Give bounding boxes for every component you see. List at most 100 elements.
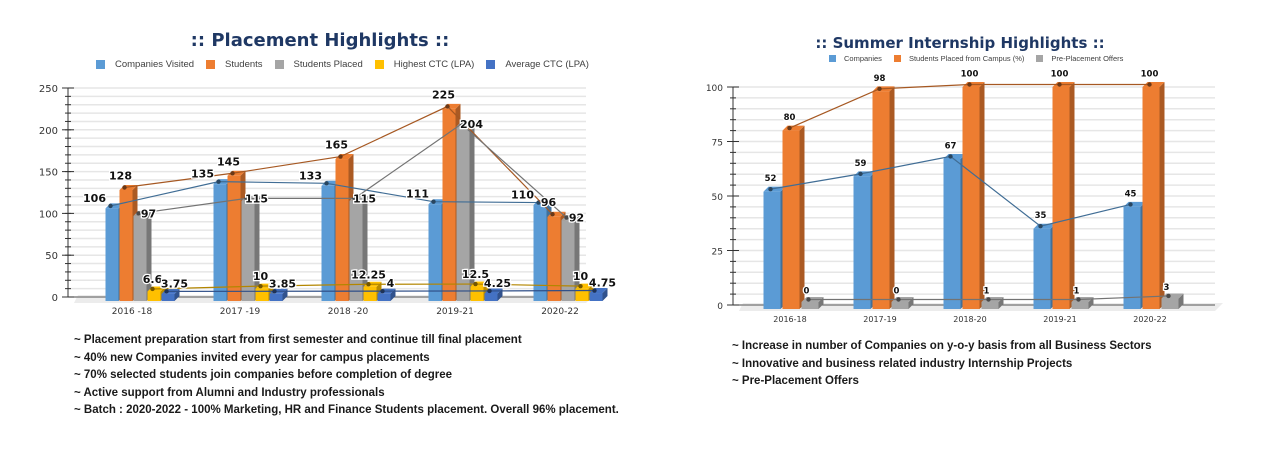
bullet-item: ~ Pre-Placement Offers bbox=[732, 375, 859, 387]
bar-side bbox=[497, 288, 503, 301]
bar bbox=[1052, 87, 1070, 309]
legend-item-students: Students bbox=[206, 59, 263, 70]
series-marker bbox=[459, 121, 464, 127]
data-label: 12.25 bbox=[351, 268, 386, 281]
data-label: 67 bbox=[945, 141, 957, 151]
x-tick-label: 2019-21 bbox=[436, 307, 474, 317]
data-label: 4.75 bbox=[589, 277, 616, 290]
placement-chart-title: :: Placement Highlights :: bbox=[190, 30, 450, 51]
bar bbox=[456, 126, 470, 302]
series-marker bbox=[948, 154, 953, 159]
series-marker bbox=[1057, 82, 1062, 87]
y-tick-label: 100 bbox=[706, 84, 723, 94]
series-marker bbox=[858, 171, 863, 177]
y-tick-label: 100 bbox=[39, 209, 58, 220]
data-label: 3.75 bbox=[161, 277, 188, 290]
bar bbox=[943, 158, 961, 309]
legend-label: Companies Visited bbox=[115, 59, 195, 70]
legend-item-highest-ctc: Highest CTC (LPA) bbox=[374, 59, 475, 70]
data-label: 128 bbox=[109, 169, 132, 182]
legend-swatch bbox=[486, 60, 496, 69]
data-label: 12.5 bbox=[462, 268, 489, 281]
bullet-item: ~ Placement preparation start from first… bbox=[74, 334, 522, 346]
y-tick-label: 50 bbox=[712, 193, 724, 203]
bullet-item: ~ Innovative and business related indust… bbox=[732, 357, 1073, 370]
series-marker bbox=[352, 196, 357, 201]
bar bbox=[227, 175, 241, 301]
x-tick-label: 2018 -20 bbox=[328, 307, 369, 317]
data-label: 115 bbox=[353, 192, 376, 205]
x-tick-label: 2017 -19 bbox=[220, 307, 261, 317]
data-label: 80 bbox=[784, 113, 796, 123]
bar bbox=[1161, 298, 1179, 309]
bar bbox=[1071, 302, 1089, 309]
data-label: 165 bbox=[325, 139, 348, 152]
series-marker bbox=[1076, 297, 1081, 302]
data-label: 110 bbox=[511, 189, 534, 202]
bar-side bbox=[1178, 293, 1184, 309]
bar bbox=[147, 291, 161, 301]
legend-item-students-placed-campus: Students Placed from Campus (%) bbox=[893, 54, 1024, 63]
series-marker bbox=[1128, 202, 1133, 207]
legend-swatch bbox=[829, 55, 836, 62]
series-marker bbox=[136, 211, 141, 216]
series-marker bbox=[1166, 293, 1171, 299]
data-label: 35 bbox=[1035, 211, 1047, 221]
series-marker bbox=[1038, 224, 1043, 229]
series-marker bbox=[787, 125, 792, 131]
data-label: 133 bbox=[299, 169, 322, 182]
data-label: 45 bbox=[1125, 189, 1137, 199]
bar bbox=[377, 293, 391, 301]
series-marker bbox=[122, 185, 127, 190]
data-label: 96 bbox=[541, 196, 557, 209]
bar bbox=[589, 293, 603, 301]
series-marker bbox=[896, 297, 901, 302]
legend-label: Students Placed bbox=[293, 59, 363, 70]
bar bbox=[962, 87, 980, 309]
series-marker bbox=[272, 289, 277, 294]
series-marker bbox=[986, 297, 991, 302]
internship-bullets: ~ Increase in number of Companies on y-o… bbox=[732, 338, 1152, 391]
placement-legend: Companies Visited Students Students Plac… bbox=[96, 59, 589, 70]
bar-side bbox=[1088, 297, 1094, 309]
data-label: 10 bbox=[573, 270, 589, 283]
y-tick-label: 150 bbox=[39, 168, 58, 179]
bullet-item: ~ Batch : 2020-2022 - 100% Marketing, HR… bbox=[74, 404, 619, 416]
series-marker bbox=[768, 186, 773, 192]
legend-item-ppo: Pre-Placement Offers bbox=[1036, 54, 1123, 63]
bar-side bbox=[390, 288, 396, 301]
bar-side bbox=[1159, 82, 1165, 309]
bullet-item: ~ Increase in number of Companies on y-o… bbox=[732, 340, 1152, 352]
data-label: 98 bbox=[874, 74, 886, 84]
bar-side bbox=[254, 195, 260, 301]
data-label: 52 bbox=[765, 174, 777, 184]
series-marker bbox=[108, 203, 113, 209]
x-tick-label: 2019-21 bbox=[1043, 315, 1076, 324]
placement-bullets: ~ Placement preparation start from first… bbox=[74, 332, 619, 420]
x-tick-label: 2017-19 bbox=[863, 315, 896, 324]
series-marker bbox=[578, 283, 583, 289]
series-marker bbox=[487, 288, 492, 294]
bar bbox=[161, 293, 175, 301]
series-marker bbox=[592, 288, 597, 293]
data-label: 106 bbox=[83, 192, 106, 205]
bar-side bbox=[979, 82, 985, 309]
bar bbox=[363, 286, 377, 301]
legend-swatch bbox=[374, 60, 384, 69]
series-marker bbox=[366, 282, 371, 287]
y-tick-label: 25 bbox=[712, 248, 723, 258]
bar bbox=[853, 176, 871, 309]
data-label: 6.6 bbox=[143, 273, 163, 286]
data-label: 1 bbox=[1074, 287, 1080, 297]
bar bbox=[321, 185, 335, 301]
legend-label: Highest CTC (LPA) bbox=[393, 59, 475, 70]
series-marker bbox=[216, 179, 221, 184]
bar bbox=[561, 220, 575, 301]
legend-item-companies: Companies bbox=[829, 54, 882, 63]
data-label: 4.25 bbox=[484, 277, 511, 290]
data-label: 135 bbox=[191, 168, 214, 181]
data-label: 0 bbox=[804, 287, 810, 297]
bar bbox=[470, 286, 484, 301]
data-label: 0 bbox=[894, 287, 900, 297]
bar-side bbox=[889, 86, 895, 309]
